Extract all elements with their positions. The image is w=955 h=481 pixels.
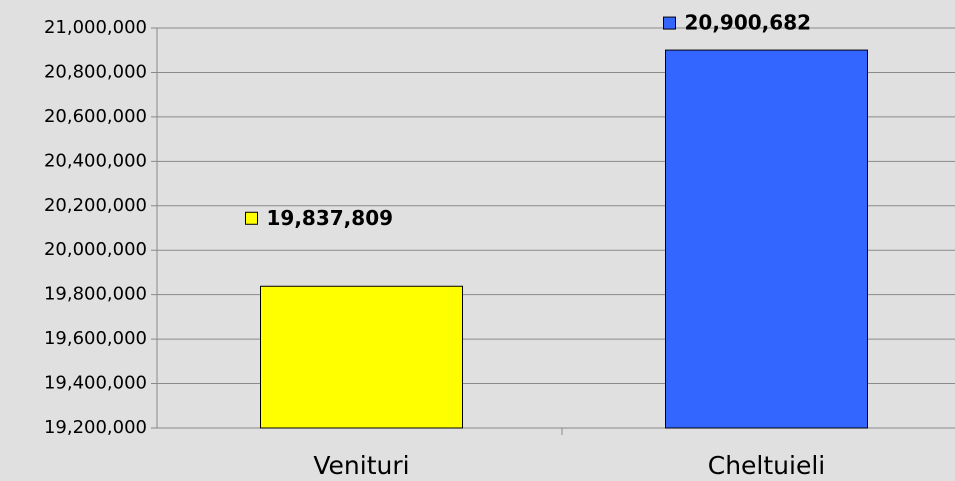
y-tick-label: 19,600,000 — [44, 328, 147, 349]
label-key — [245, 211, 258, 225]
x-tick-label: Venituri — [313, 451, 409, 480]
y-tick-label: 21,000,000 — [44, 17, 147, 38]
bar — [665, 49, 868, 429]
label-key — [663, 16, 676, 30]
y-tick-label: 19,800,000 — [44, 284, 147, 305]
y-tick-label: 20,600,000 — [44, 106, 147, 127]
y-tick-label: 20,200,000 — [44, 195, 147, 216]
y-tick-label: 20,800,000 — [44, 61, 147, 82]
value-label: 20,900,682 — [685, 11, 812, 35]
bar — [260, 285, 463, 429]
y-tick-label: 20,400,000 — [44, 150, 147, 171]
value-label: 19,837,809 — [267, 206, 394, 230]
y-tick-label: 20,000,000 — [44, 239, 147, 260]
y-tick-label: 19,400,000 — [44, 373, 147, 394]
x-tick-label: Cheltuieli — [708, 451, 826, 480]
y-tick-label: 19,200,000 — [44, 417, 147, 438]
